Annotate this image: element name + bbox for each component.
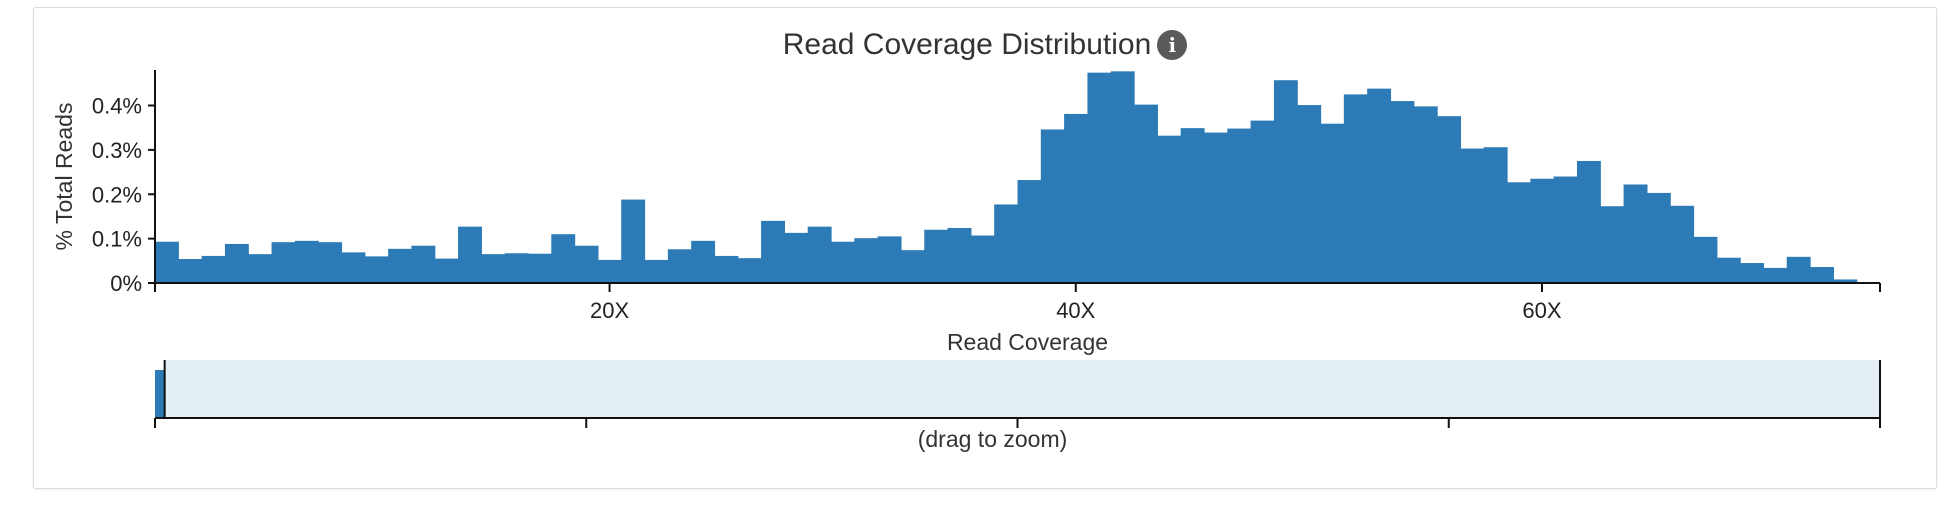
- bar: [1413, 106, 1438, 283]
- brush-hint: (drag to zoom): [918, 426, 1068, 452]
- bar: [1530, 178, 1555, 283]
- brush-mini-bar: [155, 370, 165, 418]
- bar: [504, 253, 529, 283]
- bar: [178, 259, 203, 283]
- bar: [714, 255, 739, 283]
- bar: [1483, 147, 1508, 283]
- bar: [854, 238, 879, 283]
- bar: [294, 240, 319, 283]
- y-tick-label: 0%: [110, 271, 142, 296]
- bar: [1273, 80, 1298, 283]
- chart-title: Read Coverage Distribution: [782, 28, 1152, 61]
- bar: [900, 250, 925, 283]
- bar: [1040, 129, 1065, 283]
- bar: [1786, 256, 1811, 283]
- bar: [1693, 236, 1718, 283]
- chart-header: Read Coverage Distribution i: [34, 28, 1936, 62]
- bar: [1157, 135, 1182, 283]
- bar: [1250, 120, 1275, 284]
- bar: [1437, 116, 1462, 284]
- bar: [970, 235, 995, 283]
- bar: [1390, 101, 1415, 283]
- bar: [1297, 105, 1322, 284]
- x-tick-label: 40X: [1056, 298, 1095, 323]
- bar: [248, 254, 273, 283]
- bar: [574, 245, 599, 283]
- bar: [1320, 123, 1345, 283]
- bar: [224, 243, 249, 283]
- x-tick-label: 60X: [1522, 298, 1561, 323]
- bar: [1343, 94, 1368, 283]
- info-icon[interactable]: i: [1157, 30, 1188, 60]
- bar: [877, 236, 902, 283]
- y-tick-label: 0.2%: [92, 182, 142, 207]
- y-axis-label: % Total Reads: [51, 103, 77, 251]
- y-tick-label: 0.4%: [92, 94, 142, 119]
- bar: [551, 234, 576, 283]
- bar: [318, 242, 343, 283]
- bar: [1600, 206, 1625, 283]
- zoom-brush[interactable]: [154, 360, 1881, 428]
- x-tick-label: 20X: [590, 298, 629, 323]
- bar: [784, 232, 809, 283]
- brush-selection[interactable]: [164, 360, 1881, 418]
- bar: [1553, 176, 1578, 283]
- bar: [1134, 104, 1158, 283]
- bar: [1810, 267, 1834, 283]
- bar: [1227, 128, 1252, 283]
- bar: [1507, 182, 1531, 283]
- bar: [1367, 88, 1392, 283]
- bar: [1763, 267, 1788, 283]
- bar: [481, 254, 506, 283]
- bar: [1017, 180, 1042, 283]
- bar: [831, 241, 855, 283]
- bar: [364, 256, 389, 283]
- y-tick-label: 0.3%: [92, 138, 142, 163]
- bar: [924, 229, 949, 283]
- bar: [1646, 192, 1671, 283]
- bar: [1716, 257, 1741, 283]
- bar: [644, 259, 669, 283]
- bar: [1203, 132, 1228, 283]
- bar: [271, 242, 296, 283]
- bar: [527, 253, 552, 283]
- bar: [1623, 184, 1648, 283]
- bar: [1740, 263, 1765, 283]
- main-plot: [155, 71, 1858, 284]
- bar: [434, 258, 459, 283]
- bar: [1087, 72, 1112, 283]
- bar: [761, 220, 785, 283]
- bar: [1670, 205, 1695, 283]
- bar: [667, 249, 692, 283]
- bar: [155, 241, 179, 283]
- bar: [597, 259, 622, 283]
- bar: [994, 204, 1019, 283]
- bar: [737, 258, 762, 283]
- bar: [1576, 160, 1601, 283]
- x-axis-label: Read Coverage: [947, 329, 1108, 355]
- bar: [341, 252, 366, 283]
- bar: [1460, 148, 1485, 283]
- bar: [388, 248, 413, 283]
- bar: [947, 227, 972, 283]
- bar: [691, 240, 716, 283]
- bar: [1110, 71, 1135, 283]
- y-tick-label: 0.1%: [92, 227, 142, 252]
- bar: [201, 255, 226, 283]
- bar: [807, 226, 832, 283]
- bar: [621, 199, 646, 283]
- bar: [1064, 113, 1089, 284]
- x-axis: 20X 40X 60X: [154, 282, 1881, 323]
- bar: [411, 245, 436, 283]
- bar: [1833, 279, 1858, 283]
- bar: [458, 226, 482, 283]
- y-axis: 0% 0.1% 0.2% 0.3% 0.4%: [92, 70, 156, 296]
- bar: [1180, 128, 1205, 283]
